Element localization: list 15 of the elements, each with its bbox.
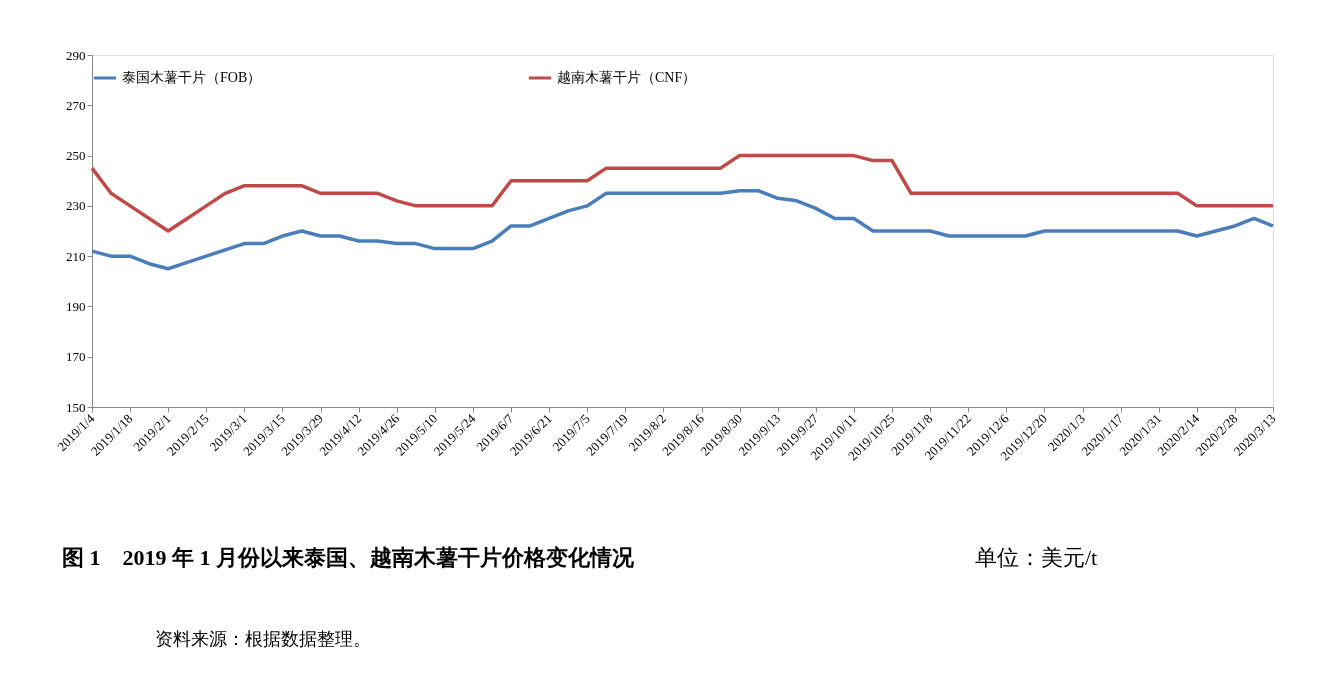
y-tick-label: 230 [66, 198, 86, 214]
y-tick-label: 210 [66, 248, 86, 264]
line-series [90, 189, 1275, 271]
y-tick-label: 190 [66, 298, 86, 314]
y-tick-label: 170 [66, 349, 86, 365]
text: 单位：美元/t [975, 545, 1098, 570]
y-tick-label: 150 [66, 399, 86, 415]
text: 图 1 2019 年 1 月份以来泰国、越南木薯干片价格变化情况 [62, 545, 635, 570]
y-tick-label: 250 [66, 148, 86, 164]
legend-label: 泰国木薯干片（FOB） [122, 70, 262, 85]
y-tick-label: 290 [66, 47, 86, 63]
line-series [90, 153, 1275, 233]
text: 资料来源：根据数据整理。 [155, 629, 371, 649]
legend-label: 越南木薯干片（CNF） [557, 70, 697, 85]
y-tick-label: 270 [66, 97, 86, 113]
